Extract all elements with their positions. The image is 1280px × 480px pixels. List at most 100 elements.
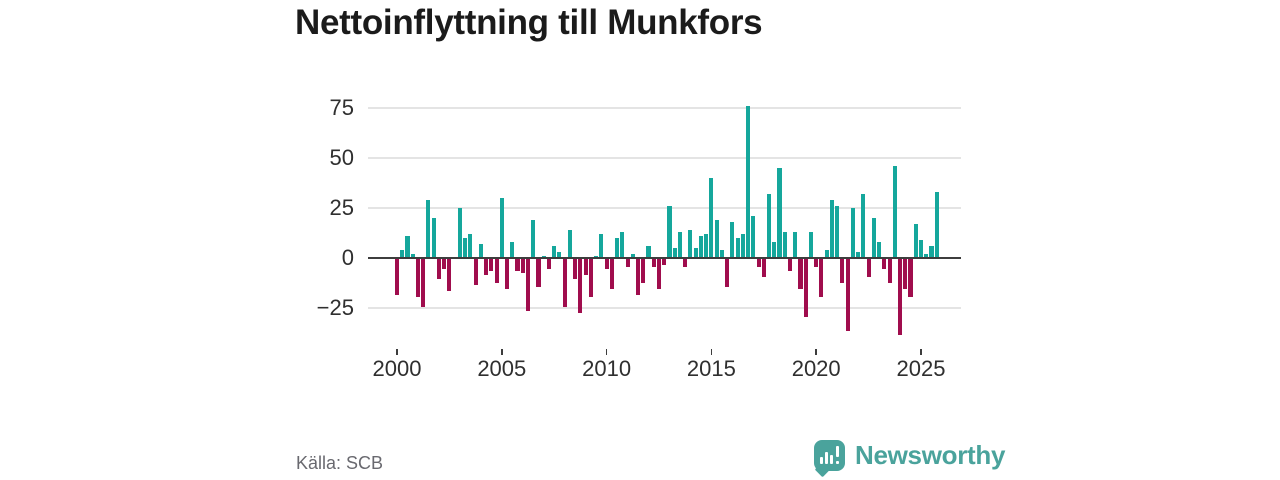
bar-2025q3 bbox=[929, 246, 934, 258]
bar-2025q2 bbox=[924, 254, 929, 258]
brand-name: Newsworthy bbox=[855, 440, 1006, 470]
bar-2004q1 bbox=[478, 244, 483, 258]
y-axis-label: 0 bbox=[341, 245, 354, 270]
bar-2020q2 bbox=[819, 259, 824, 297]
bar-2003q4 bbox=[473, 259, 478, 285]
bar-2007q4 bbox=[557, 252, 562, 258]
bar-2023q2 bbox=[882, 259, 887, 269]
bar-2006q3 bbox=[531, 220, 536, 258]
bar-2005q3 bbox=[510, 242, 515, 258]
bar-2021q3 bbox=[845, 259, 850, 331]
bar-2011q2 bbox=[630, 254, 635, 258]
bar-2005q4 bbox=[515, 259, 520, 271]
bar-2016q1 bbox=[730, 222, 735, 258]
x-axis-label: 2025 bbox=[896, 356, 946, 381]
bar-2011q4 bbox=[641, 259, 646, 283]
bar-2024q4 bbox=[913, 224, 918, 258]
bar-2009q4 bbox=[599, 234, 604, 258]
bar-2011q1 bbox=[625, 259, 630, 267]
bar-2013q1 bbox=[667, 206, 672, 258]
bar-2019q3 bbox=[803, 259, 808, 317]
bar-2024q3 bbox=[908, 259, 913, 297]
bar-2021q2 bbox=[840, 259, 845, 283]
bar-2010q1 bbox=[604, 259, 609, 269]
bar-2000q3 bbox=[405, 236, 410, 258]
bar-2004q2 bbox=[484, 259, 489, 275]
bar-2021q1 bbox=[835, 206, 840, 258]
bar-2003q1 bbox=[457, 208, 462, 258]
logo-exclamation-dot-icon bbox=[835, 460, 839, 464]
bar-2015q1 bbox=[709, 178, 714, 258]
bar-2006q2 bbox=[525, 259, 531, 311]
bar-2014q3 bbox=[698, 236, 703, 258]
source-note: Källa: SCB bbox=[296, 453, 384, 473]
bar-2020q4 bbox=[829, 200, 834, 258]
logo-exclamation-icon bbox=[835, 446, 839, 457]
bar-2022q4 bbox=[871, 218, 876, 258]
bar-2018q3 bbox=[782, 232, 787, 258]
bar-2015q2 bbox=[714, 220, 719, 258]
bar-2018q2 bbox=[777, 168, 782, 258]
x-axis-label: 2010 bbox=[582, 356, 632, 381]
bar-2010q3 bbox=[615, 238, 620, 258]
x-axis-tick bbox=[501, 349, 503, 355]
bar-2017q1 bbox=[751, 216, 756, 258]
bar-2017q2 bbox=[756, 259, 761, 267]
bar-2020q1 bbox=[814, 259, 819, 267]
plot-area: 75 50 25 0 −25 2000 2005 2010 2015 2020 2025 bbox=[317, 95, 961, 381]
gridline bbox=[368, 307, 961, 309]
bar-2001q2 bbox=[421, 259, 426, 307]
y-axis-label: 25 bbox=[329, 195, 354, 220]
gridline bbox=[368, 157, 961, 159]
bar-2021q4 bbox=[850, 208, 855, 258]
logo-bar-icon bbox=[819, 457, 823, 464]
bar-2000q4 bbox=[410, 254, 415, 258]
bar-2001q3 bbox=[426, 200, 431, 258]
bar-2010q2 bbox=[609, 259, 614, 289]
gridline bbox=[368, 207, 961, 209]
bar-2004q3 bbox=[489, 259, 494, 271]
bar-2009q1 bbox=[583, 259, 588, 275]
bar-2017q4 bbox=[766, 194, 772, 258]
bar-2022q3 bbox=[866, 259, 871, 277]
bar-2019q2 bbox=[798, 259, 803, 289]
y-axis-label: 75 bbox=[329, 95, 354, 120]
x-axis-label: 2020 bbox=[791, 356, 841, 381]
bar-2001q4 bbox=[431, 218, 436, 258]
bar-2001q1 bbox=[415, 259, 420, 297]
bar-2018q4 bbox=[787, 259, 793, 271]
bar-2022q2 bbox=[861, 194, 866, 258]
bar-2020q3 bbox=[824, 250, 829, 258]
bar-2024q1 bbox=[897, 259, 903, 335]
bar-2019q4 bbox=[808, 232, 813, 258]
bar-2023q1 bbox=[877, 242, 882, 258]
bar-2012q3 bbox=[656, 259, 662, 289]
bar-2012q2 bbox=[651, 259, 656, 267]
x-axis-label: 2015 bbox=[686, 356, 736, 381]
bar-2015q4 bbox=[725, 259, 730, 287]
bar-2017q3 bbox=[761, 259, 766, 277]
bar-2003q3 bbox=[468, 234, 473, 258]
newsworthy-brand: Newsworthy bbox=[814, 440, 1005, 471]
bar-2005q2 bbox=[504, 259, 510, 289]
bar-2004q4 bbox=[494, 259, 499, 283]
bar-2013q4 bbox=[683, 259, 688, 267]
x-axis-tick bbox=[605, 349, 608, 355]
bar-2019q1 bbox=[793, 232, 798, 258]
newsworthy-logo-icon bbox=[814, 440, 845, 471]
bar-2014q2 bbox=[693, 248, 698, 258]
bar-2010q4 bbox=[620, 232, 625, 258]
bar-2024q2 bbox=[903, 259, 908, 289]
y-axis-label: −25 bbox=[316, 295, 354, 320]
logo-bar-icon bbox=[829, 455, 833, 464]
bar-2014q4 bbox=[704, 234, 709, 258]
bar-2023q3 bbox=[887, 259, 892, 283]
x-axis-tick bbox=[920, 349, 922, 355]
bar-2008q2 bbox=[567, 230, 572, 258]
bar-2013q3 bbox=[677, 232, 682, 258]
bar-2025q1 bbox=[918, 240, 924, 258]
bar-2022q1 bbox=[856, 252, 861, 258]
bar-2007q3 bbox=[552, 246, 557, 258]
x-axis-label: 2005 bbox=[477, 356, 527, 381]
